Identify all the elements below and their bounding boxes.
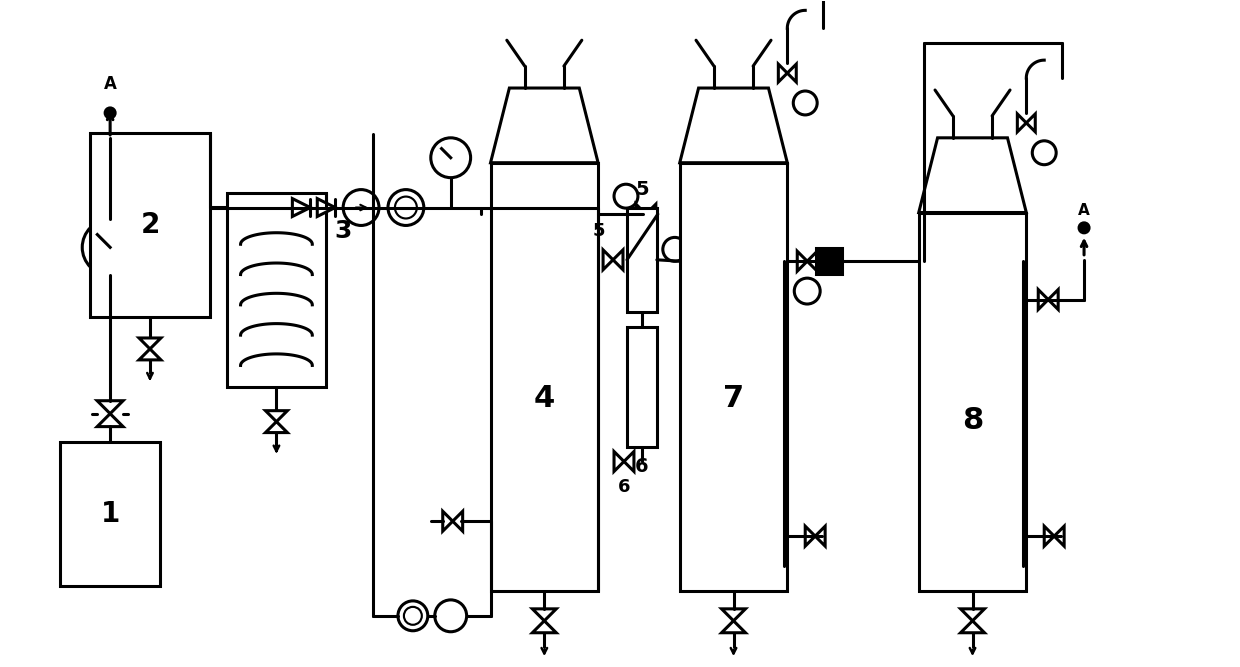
- Polygon shape: [805, 526, 815, 546]
- Polygon shape: [613, 250, 622, 269]
- Bar: [61, 442, 160, 586]
- Circle shape: [388, 189, 424, 225]
- Bar: [919, 213, 1027, 591]
- Polygon shape: [139, 338, 161, 349]
- Bar: [491, 163, 598, 591]
- Polygon shape: [97, 401, 123, 414]
- Polygon shape: [1038, 289, 1048, 309]
- Polygon shape: [961, 621, 985, 633]
- Text: 8: 8: [962, 406, 983, 435]
- Polygon shape: [919, 138, 1027, 213]
- Text: 6: 6: [618, 478, 630, 496]
- Polygon shape: [636, 204, 646, 224]
- Circle shape: [794, 91, 817, 115]
- Polygon shape: [787, 64, 796, 82]
- Circle shape: [430, 138, 471, 177]
- Circle shape: [795, 278, 820, 304]
- Polygon shape: [646, 204, 656, 224]
- Circle shape: [343, 189, 379, 225]
- Polygon shape: [815, 526, 825, 546]
- Text: 6: 6: [635, 457, 649, 476]
- Text: A: A: [1079, 203, 1090, 218]
- Text: 1: 1: [100, 500, 120, 528]
- Text: 5: 5: [635, 180, 649, 199]
- Circle shape: [82, 219, 138, 275]
- Bar: [680, 163, 787, 591]
- Text: 5: 5: [593, 222, 605, 240]
- Polygon shape: [532, 621, 557, 633]
- Polygon shape: [265, 411, 288, 422]
- Polygon shape: [491, 88, 598, 163]
- Circle shape: [1079, 223, 1089, 233]
- Polygon shape: [1048, 289, 1058, 309]
- Polygon shape: [1054, 526, 1064, 546]
- Circle shape: [396, 197, 417, 219]
- Polygon shape: [1017, 114, 1027, 132]
- Polygon shape: [680, 88, 787, 163]
- Polygon shape: [265, 422, 288, 433]
- Text: 2: 2: [140, 211, 160, 239]
- Circle shape: [435, 600, 466, 632]
- Polygon shape: [797, 251, 807, 271]
- Polygon shape: [443, 512, 453, 531]
- Text: A: A: [104, 75, 117, 93]
- Circle shape: [614, 184, 637, 208]
- Circle shape: [663, 237, 687, 261]
- Polygon shape: [624, 452, 634, 472]
- Bar: [91, 133, 210, 317]
- Polygon shape: [317, 199, 335, 217]
- Polygon shape: [961, 609, 985, 621]
- Polygon shape: [1027, 114, 1035, 132]
- Bar: [627, 327, 657, 446]
- Bar: [627, 207, 657, 312]
- Polygon shape: [614, 452, 624, 472]
- Polygon shape: [722, 609, 745, 621]
- Circle shape: [1032, 141, 1056, 165]
- Polygon shape: [1044, 526, 1054, 546]
- Bar: [816, 248, 842, 274]
- Polygon shape: [779, 64, 787, 82]
- Text: 4: 4: [533, 384, 556, 413]
- Circle shape: [398, 601, 428, 631]
- Text: 3: 3: [335, 219, 352, 243]
- Polygon shape: [532, 609, 557, 621]
- Polygon shape: [293, 199, 310, 217]
- Polygon shape: [139, 349, 161, 360]
- Circle shape: [404, 607, 422, 625]
- Polygon shape: [453, 512, 463, 531]
- Polygon shape: [603, 250, 613, 269]
- Polygon shape: [97, 414, 123, 427]
- Polygon shape: [807, 251, 817, 271]
- Bar: [227, 193, 326, 387]
- Polygon shape: [722, 621, 745, 633]
- Text: 7: 7: [723, 384, 744, 413]
- Circle shape: [105, 108, 115, 118]
